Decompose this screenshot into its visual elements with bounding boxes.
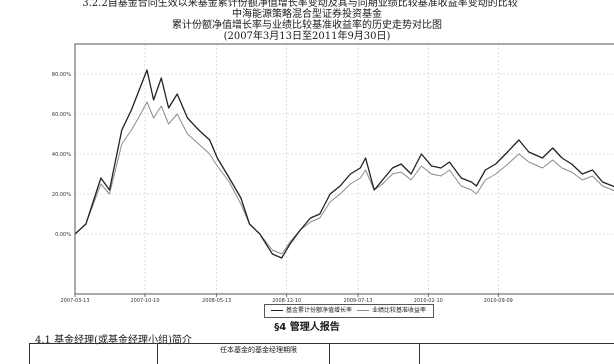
chart-title: 累计份额净值增长率与业绩比较基准收益率的历史走势对比图: [172, 20, 442, 31]
chart-date-range: (2007年3月13日至2011年9月30日): [223, 31, 391, 42]
y-tick-label: 80.00%: [52, 72, 71, 78]
chart-heading-line1: 3.2.2自基金合同生效以来基金累计份额净值增长率变动及其与同期业绩比较基准收益…: [82, 0, 518, 9]
x-tick-label: 2010-02-10: [414, 298, 443, 304]
x-tick-label: 2008-12-10: [272, 298, 301, 304]
table-col-divider: [419, 344, 420, 364]
legend-swatch-benchmark: [357, 310, 369, 311]
y-tick-label: 40.00%: [52, 152, 71, 158]
y-tick-label: 60.00%: [52, 112, 71, 118]
legend-swatch-fund: [271, 310, 283, 311]
manager-table: 任本基金的基金经理期限: [29, 343, 614, 364]
table-col-divider: [329, 344, 330, 364]
x-tick-label: 2007-03-13: [60, 298, 89, 304]
chart-legend: 基金累计份额净值增长率 业绩比较基准收益率: [264, 304, 434, 318]
grid-layer: [74, 44, 614, 294]
series-layer: [74, 69, 614, 259]
legend-label-benchmark: 业绩比较基准收益率: [372, 307, 427, 314]
legend-label-fund: 基金累计份额净值增长率: [286, 307, 353, 314]
legend-item-fund: 基金累计份额净值增长率: [271, 305, 352, 317]
axis-layer: 0.00% 20.00% 40.00% 60.00% 80.00% 2007-03-13 2…: [52, 72, 513, 304]
y-tick-label: 20.00%: [52, 192, 71, 198]
section-title: §4 管理人报告: [274, 322, 340, 333]
x-tick-label: 2007-10-10: [130, 298, 159, 304]
y-tick-label: 0.00%: [55, 232, 71, 238]
table-header-cell: 任本基金的基金经理期限: [220, 346, 297, 354]
x-tick-label: 2008-05-13: [202, 298, 231, 304]
x-tick-label: 2009-07-13: [343, 298, 372, 304]
legend-item-benchmark: 业绩比较基准收益率: [357, 305, 426, 317]
plot-frame: [74, 43, 614, 295]
table-col-divider: [157, 344, 158, 364]
table-col-divider: [29, 344, 30, 364]
series-line-fund: [74, 69, 614, 259]
series-line-benchmark: [74, 101, 614, 255]
sub-heading: 4.1 基金经理(或基金经理小组)简介: [35, 335, 192, 346]
performance-chart: 0.00% 20.00% 40.00% 60.00% 80.00% 2007-03-13 2…: [52, 43, 614, 304]
fund-name-heading: 中海能源策略混合型证券投资基金: [232, 9, 382, 20]
x-tick-label: 2010-09-09: [484, 298, 513, 304]
